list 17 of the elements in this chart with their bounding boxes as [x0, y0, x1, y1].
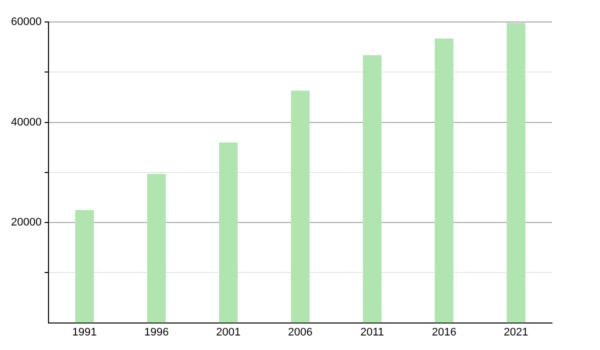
bar — [434, 38, 454, 323]
x-tick-label: 2016 — [432, 326, 456, 338]
y-tick-label: 20000 — [10, 216, 42, 229]
x-tick-label: 2006 — [288, 326, 313, 338]
x-tick-label: 2001 — [216, 326, 241, 338]
x-tick-label: 1996 — [144, 326, 169, 338]
bar — [290, 90, 310, 323]
bar — [219, 142, 238, 323]
bar — [75, 210, 94, 323]
y-tick-label: 40000 — [10, 116, 42, 128]
bar — [506, 23, 526, 323]
bar — [147, 174, 166, 323]
x-tick-label: 1991 — [72, 326, 97, 338]
x-tick-label: 2011 — [360, 326, 384, 338]
x-tick-label: 2021 — [504, 326, 528, 338]
y-tick-label: 60000 — [10, 16, 42, 28]
bar — [362, 55, 382, 323]
